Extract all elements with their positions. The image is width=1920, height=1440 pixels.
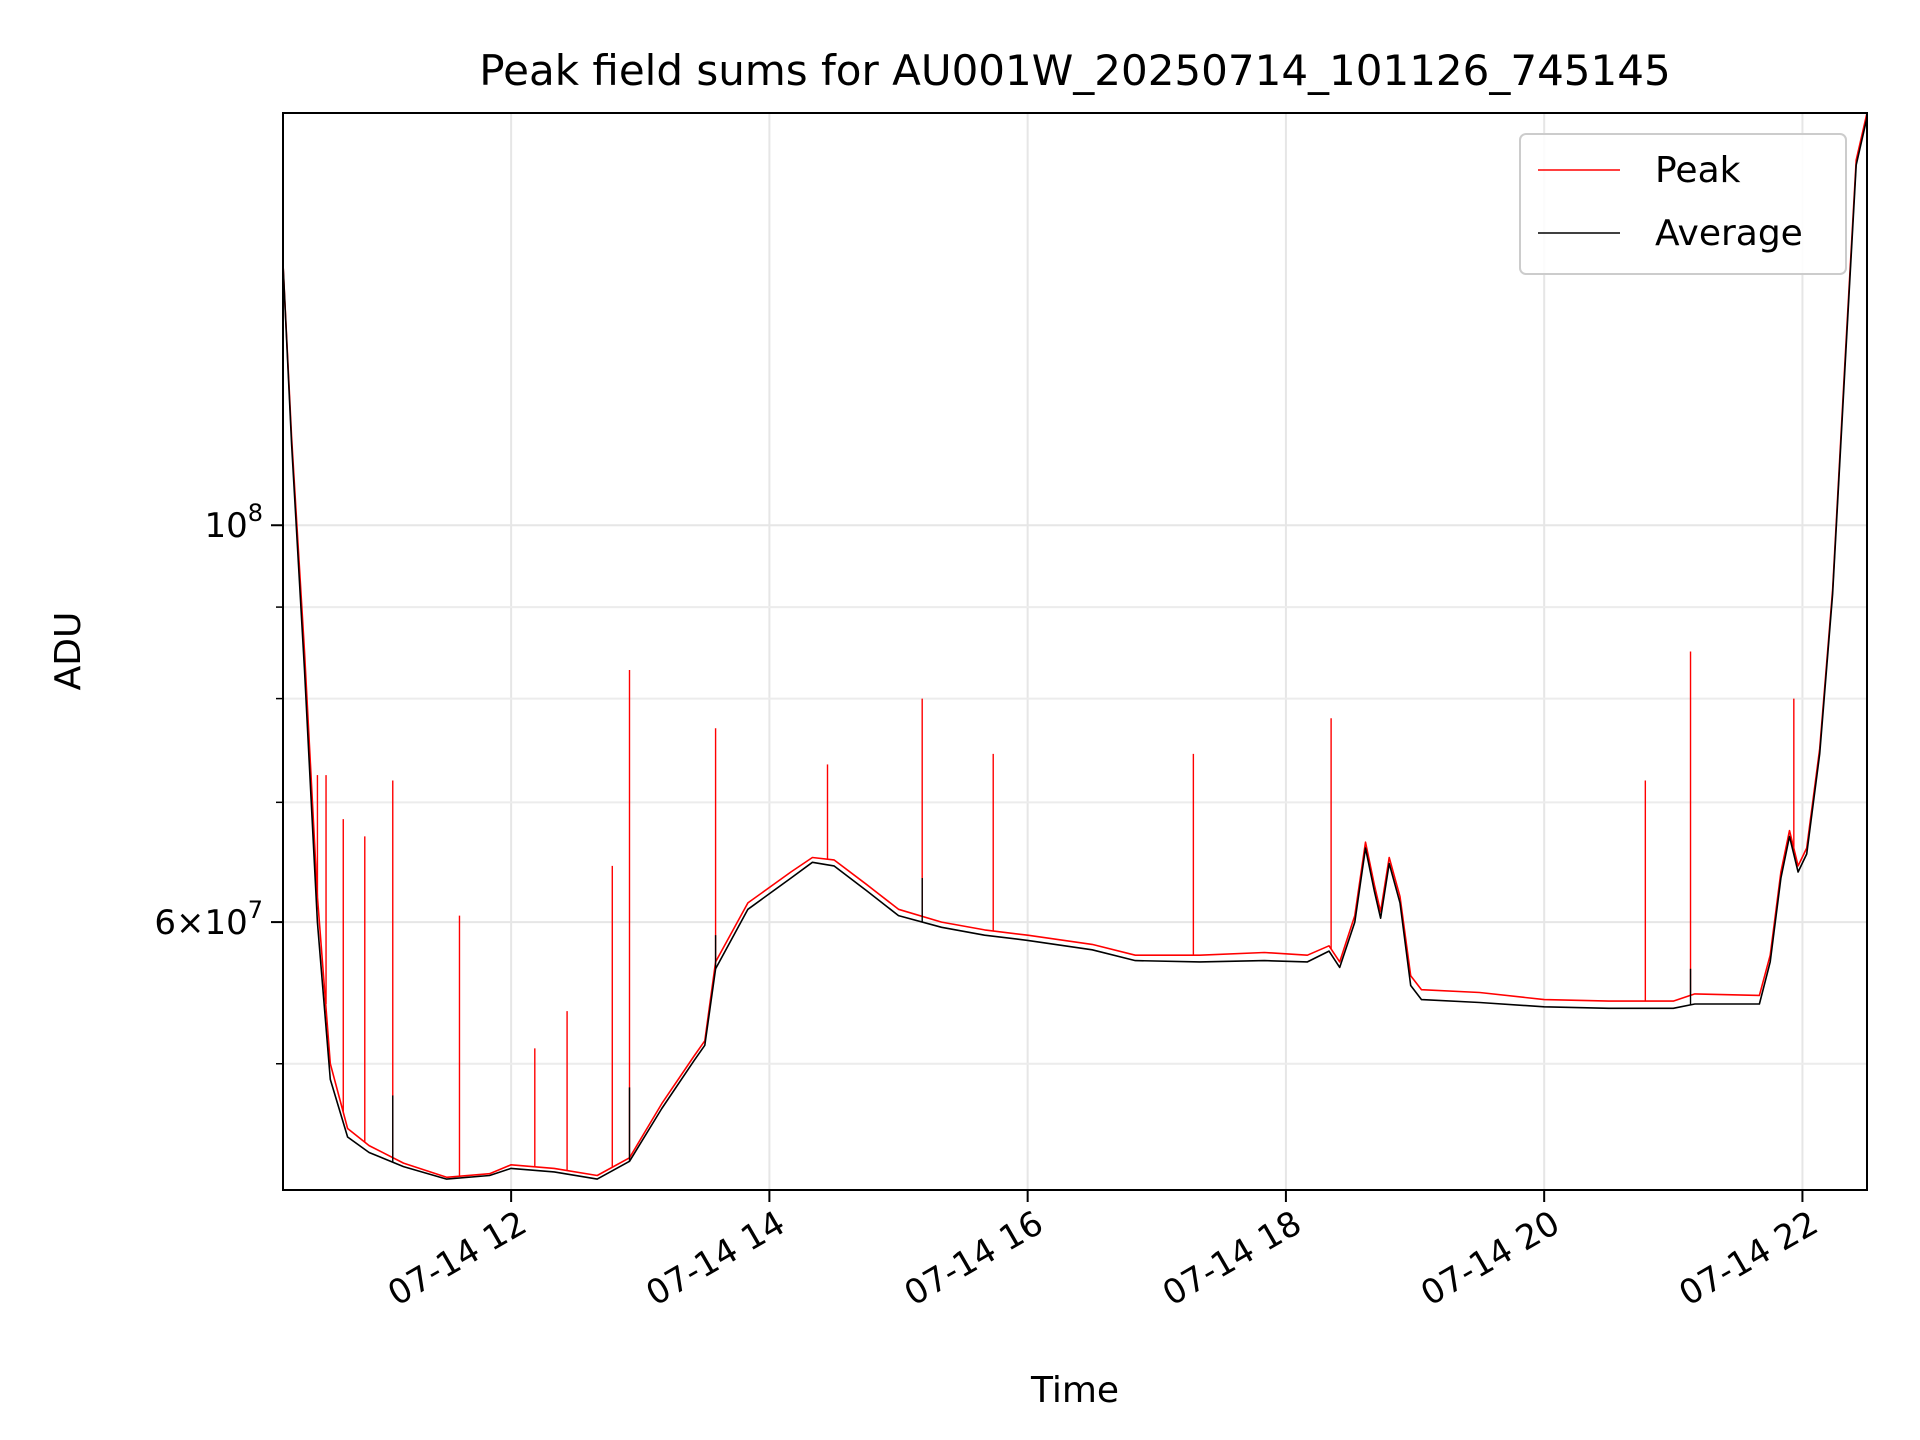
chart-title: Peak field sums for AU001W_20250714_1011… bbox=[479, 46, 1670, 95]
x-axis-label: Time bbox=[1030, 1370, 1119, 1411]
legend-box bbox=[1519, 133, 1847, 275]
y-tick-label: 6×107 bbox=[154, 896, 263, 943]
grid bbox=[283, 113, 1867, 1190]
plot-frame bbox=[282, 112, 1868, 1191]
legend-average-label: Average bbox=[1655, 213, 1803, 254]
legend-peak-label: Peak bbox=[1655, 150, 1741, 191]
series-layer bbox=[283, 113, 1867, 1180]
series-average bbox=[283, 117, 1867, 1180]
series-peak bbox=[283, 113, 1867, 1179]
series-line bbox=[283, 113, 1867, 1179]
y-tick-label: 108 bbox=[204, 499, 263, 546]
series-line bbox=[283, 117, 1867, 1180]
y-axis-label: ADU bbox=[48, 612, 89, 691]
y-axis: 108 6×107 bbox=[154, 499, 283, 1065]
legend: Peak Average bbox=[1519, 133, 1847, 275]
